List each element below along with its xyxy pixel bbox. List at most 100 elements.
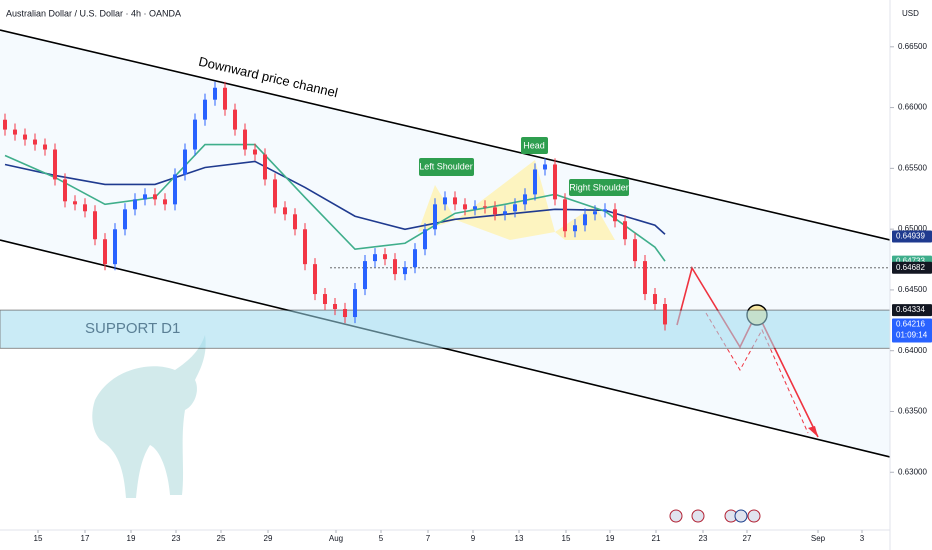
candle-body [603, 209, 607, 212]
event-icon[interactable] [691, 509, 705, 523]
candle-body [513, 204, 517, 212]
candle-body [503, 211, 507, 215]
candle-body [643, 261, 647, 295]
candle-body [103, 239, 107, 265]
events [669, 509, 761, 523]
event-icon[interactable] [669, 509, 683, 523]
x-tick-label: 29 [264, 534, 273, 543]
x-tick-label: 13 [515, 534, 524, 543]
x-tick-label: 25 [217, 534, 226, 543]
plot-area: Downward price channel Left Shoulder Hea… [0, 29, 891, 498]
candle-body [43, 144, 47, 150]
candle-body [473, 206, 477, 210]
y-tick-label: 0.64000 [898, 346, 927, 355]
candle-body [583, 214, 587, 226]
x-tick-label: 9 [471, 534, 476, 543]
candle-body [593, 211, 597, 215]
candle-body [133, 199, 137, 210]
candle-body [303, 229, 307, 265]
candle-body [373, 254, 377, 262]
y-tick-label: 0.65000 [898, 224, 927, 233]
right-shoulder-box [569, 179, 629, 196]
candle-body [663, 304, 667, 325]
price-label: 0.64216 [896, 320, 925, 329]
x-tick-label: 23 [699, 534, 708, 543]
currency: USD [902, 9, 919, 18]
x-tick-label: 15 [34, 534, 43, 543]
candle-body [113, 229, 117, 265]
x-tick-label: 23 [172, 534, 181, 543]
price-label-box [892, 304, 932, 317]
candle-body [273, 179, 277, 208]
candle-body [523, 194, 527, 205]
candle-body [453, 197, 457, 205]
x-tick-label: 3 [860, 534, 865, 543]
price-label: 0.64733 [896, 257, 925, 266]
y-tick-label: 0.66000 [898, 103, 927, 112]
candle-body [293, 214, 297, 230]
candle-body [403, 267, 407, 275]
right-shoulder-label: Right Shoulder [569, 182, 629, 192]
x-tick-label: 19 [127, 534, 136, 543]
candle-body [173, 174, 177, 205]
y-tick-label: 0.63000 [898, 467, 927, 476]
bull-shape [92, 335, 206, 498]
channel-upper [0, 29, 891, 241]
price-label-box [892, 318, 932, 343]
candle-body [413, 249, 417, 268]
candle-body [63, 179, 67, 202]
candle-body [143, 194, 147, 200]
moving-average [4, 143, 666, 262]
y-tick-label: 0.64500 [898, 285, 927, 294]
candle-body [193, 119, 197, 150]
y-tick-label: 0.63500 [898, 407, 927, 416]
candle-body [573, 225, 577, 232]
candle-body [553, 164, 557, 200]
candle-body [633, 239, 637, 262]
event-icon[interactable] [747, 509, 761, 523]
candle-body [543, 164, 547, 170]
candle-body [3, 119, 7, 130]
left-shoulder-label: Left Shoulder [419, 161, 473, 171]
support-label: SUPPORT D1 [85, 320, 180, 337]
candle-body [83, 204, 87, 212]
candle-body [253, 149, 257, 155]
candle-body [493, 207, 497, 215]
chart-title: Australian Dollar / U.S. Dollar · 4h · O… [6, 8, 181, 18]
candle-body [93, 211, 97, 240]
candle-body [233, 109, 237, 130]
x-tick-label: 19 [606, 534, 615, 543]
price-label: 0.64682 [896, 263, 925, 272]
candle-body [463, 204, 467, 210]
price-label-box [892, 261, 932, 274]
x-tick-label: 7 [426, 534, 431, 543]
head-label: Head [523, 140, 545, 150]
candle-body [243, 129, 247, 150]
price-label-box [892, 230, 932, 243]
candle-body [353, 289, 357, 318]
price-label: 0.64334 [896, 305, 925, 314]
candle-body [23, 134, 27, 140]
candle-body [433, 204, 437, 230]
candle-body [153, 194, 157, 200]
candle-body [123, 209, 127, 230]
candle-body [163, 199, 167, 205]
price-label: 0.64939 [896, 232, 925, 241]
y-tick-label: 0.65500 [898, 163, 927, 172]
candle-body [33, 139, 37, 145]
x-tick-label: 21 [652, 534, 661, 543]
candle-body [613, 209, 617, 222]
head-box [521, 137, 548, 154]
channel-fill [0, 30, 890, 457]
candle-body [363, 261, 367, 290]
x-tick-label: 15 [562, 534, 571, 543]
candle-body [223, 87, 227, 110]
moving-average [4, 160, 666, 235]
projection-arrow [808, 426, 818, 437]
candle-body [533, 169, 537, 195]
left-shoulder-box [419, 158, 474, 176]
candle-body [73, 201, 77, 205]
event-icon[interactable] [734, 509, 748, 523]
candle-body [333, 304, 337, 310]
